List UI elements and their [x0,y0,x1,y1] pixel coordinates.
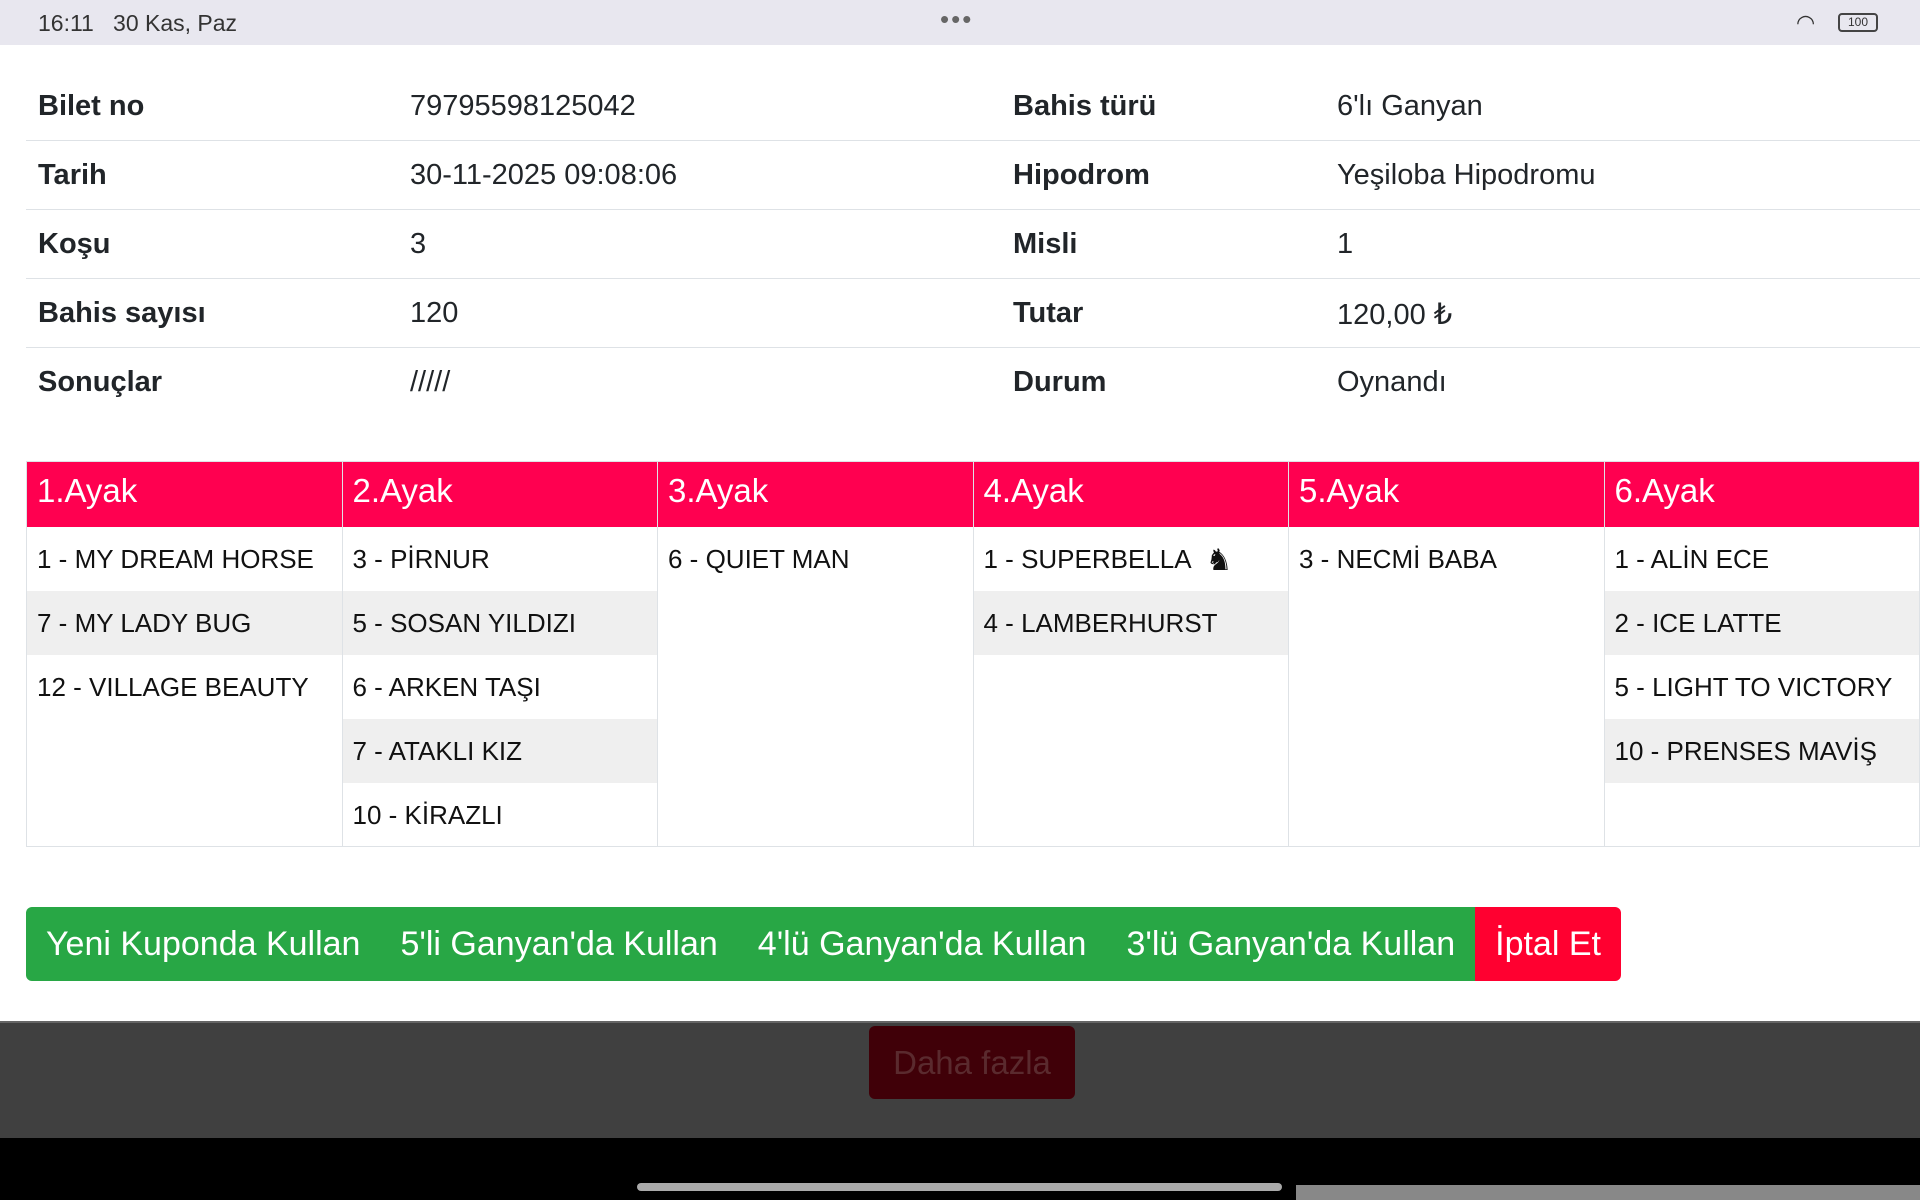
leg-column: 3.Ayak 6 - QUIET MAN [658,461,974,847]
horse-name: 3 - NECMİ BABA [1299,544,1497,574]
navigation-bar [0,1138,1920,1200]
leg-column: 2.Ayak 3 - PİRNUR 5 - SOSAN YILDIZI 6 - ARK… [342,461,658,847]
info-label: Misli [1013,228,1078,260]
info-value: 1 [1337,228,1354,260]
horse-name: 6 - ARKEN TAŞI [352,672,541,702]
info-value: 3 [410,228,427,260]
horse-name: 3 - PİRNUR [352,544,490,574]
horse-name: 1 - ALİN ECE [1614,544,1770,574]
use-4lu-ganyan-button[interactable]: 4'lü Ganyan'da Kullan [737,907,1107,981]
info-value: 79795598125042 [410,90,636,122]
use-3lu-ganyan-button[interactable]: 3'lü Ganyan'da Kullan [1106,907,1476,981]
horse-name: 1 - SUPERBELLA [983,544,1192,574]
info-label: Bilet no [38,90,145,122]
info-label: Sonuçlar [38,366,163,398]
use-5li-ganyan-button[interactable]: 5'li Ganyan'da Kullan [380,907,738,981]
leg-header: 5.Ayak [1289,462,1604,527]
horse-item[interactable]: 5 - SOSAN YILDIZI [342,591,657,655]
leg-column: 5.Ayak 3 - NECMİ BABA [1289,461,1605,847]
home-handle[interactable] [637,1183,1282,1191]
horse-item[interactable]: 7 - ATAKLI KIZ [342,719,657,783]
action-buttons: Yeni Kuponda Kullan 5'li Ganyan'da Kulla… [26,907,1621,981]
horse-name: 4 - LAMBERHURST [983,608,1218,638]
horse-name: 12 - VILLAGE BEAUTY [37,672,309,702]
horse-item[interactable]: 1 - SUPERBELLA ♞ [974,527,1289,591]
status-time: 16:11 30 Kas, Paz [38,10,237,37]
horse-item[interactable]: 6 - ARKEN TAŞI [343,655,658,719]
horse-item[interactable]: 2 - ICE LATTE [1604,591,1919,655]
horse-item[interactable]: 3 - NECMİ BABA [1289,527,1604,591]
horse-item[interactable]: 6 - QUIET MAN [658,527,973,591]
horse-name: 10 - KİRAZLI [352,800,503,830]
leg-header: 3.Ayak [658,462,973,527]
horse-head-icon: ♞ [1205,544,1233,577]
horse-item[interactable]: 7 - MY LADY BUG [27,591,342,655]
horse-name: 7 - MY LADY BUG [37,608,252,638]
horse-item[interactable]: 10 - PRENSES MAVİŞ [1604,719,1919,783]
horse-item[interactable]: 10 - KİRAZLI [343,783,658,847]
info-label: Hipodrom [1013,159,1150,191]
wifi-icon: ◠ [1796,10,1816,35]
info-row: Sonuçlar ///// Durum Oynandı [26,348,1920,417]
info-label: Durum [1013,366,1107,398]
leg-header: 2.Ayak [342,462,657,527]
horse-item[interactable]: 4 - LAMBERHURST [973,591,1288,655]
leg-column: 6.Ayak 1 - ALİN ECE 2 - ICE LATTE 5 - LIGHT… [1604,461,1920,847]
horse-item[interactable]: 5 - LIGHT TO VICTORY [1605,655,1920,719]
more-dots-icon[interactable]: ••• [940,4,974,34]
battery-icon: 100 [1838,13,1878,32]
cancel-ticket-button[interactable]: İptal Et [1475,907,1621,981]
bottom-overlay: Daha fazla [0,1021,1920,1138]
info-value: 30-11-2025 09:08:06 [410,159,678,191]
info-label: Bahis sayısı [38,297,206,329]
info-row: Bilet no 79795598125042 Bahis türü 6'lı Gan… [26,72,1920,141]
info-label: Tutar [1013,297,1084,329]
info-value: 6'lı Ganyan [1337,90,1483,122]
leg-header: 4.Ayak [973,462,1288,527]
info-row: Bahis sayısı 120 Tutar 120,00 ₺ [26,279,1920,348]
leg-column: 4.Ayak 1 - SUPERBELLA ♞ 4 - LAMBERHURST [973,461,1289,847]
horse-item[interactable]: 3 - PİRNUR [343,527,658,591]
horse-name: 2 - ICE LATTE [1614,608,1782,638]
date: 30 Kas, Paz [113,10,238,36]
info-value: Yeşiloba Hipodromu [1337,159,1596,191]
info-row: Koşu 3 Misli 1 [26,210,1920,279]
horse-name: 7 - ATAKLI KIZ [352,736,523,766]
info-label: Bahis türü [1013,90,1157,122]
info-value: ///// [410,366,451,398]
clock: 16:11 [38,10,94,36]
horse-name: 1 - MY DREAM HORSE [37,544,314,574]
status-bar: 16:11 30 Kas, Paz ••• ◠ 100 [0,0,1920,45]
ticket-info-table: Bilet no 79795598125042 Bahis türü 6'lı Gan… [26,72,1920,417]
horse-name: 6 - QUIET MAN [668,544,850,574]
info-label: Koşu [38,228,111,260]
horse-item[interactable]: 12 - VILLAGE BEAUTY [27,655,342,719]
info-label: Tarih [38,159,107,191]
horse-name: 5 - SOSAN YILDIZI [352,608,576,638]
leg-header: 1.Ayak [27,462,342,527]
legs-grid: 1.Ayak 1 - MY DREAM HORSE 7 - MY LADY BUG 1… [26,461,1920,847]
info-row: Tarih 30-11-2025 09:08:06 Hipodrom Yeşiloba… [26,141,1920,210]
leg-column: 1.Ayak 1 - MY DREAM HORSE 7 - MY LADY BUG 1… [26,461,343,847]
use-new-coupon-button[interactable]: Yeni Kuponda Kullan [26,907,381,981]
leg-header: 6.Ayak [1604,462,1919,527]
horse-item[interactable]: 1 - ALİN ECE [1605,527,1920,591]
horse-item[interactable]: 1 - MY DREAM HORSE [27,527,342,591]
taskbar-region [1296,1185,1920,1200]
horse-name: 10 - PRENSES MAVİŞ [1614,736,1878,766]
info-value: 120,00 ₺ [1337,299,1453,331]
info-value: Oynandı [1337,366,1447,398]
horse-name: 5 - LIGHT TO VICTORY [1614,672,1893,702]
more-button[interactable]: Daha fazla [869,1026,1075,1099]
info-value: 120 [410,297,459,329]
